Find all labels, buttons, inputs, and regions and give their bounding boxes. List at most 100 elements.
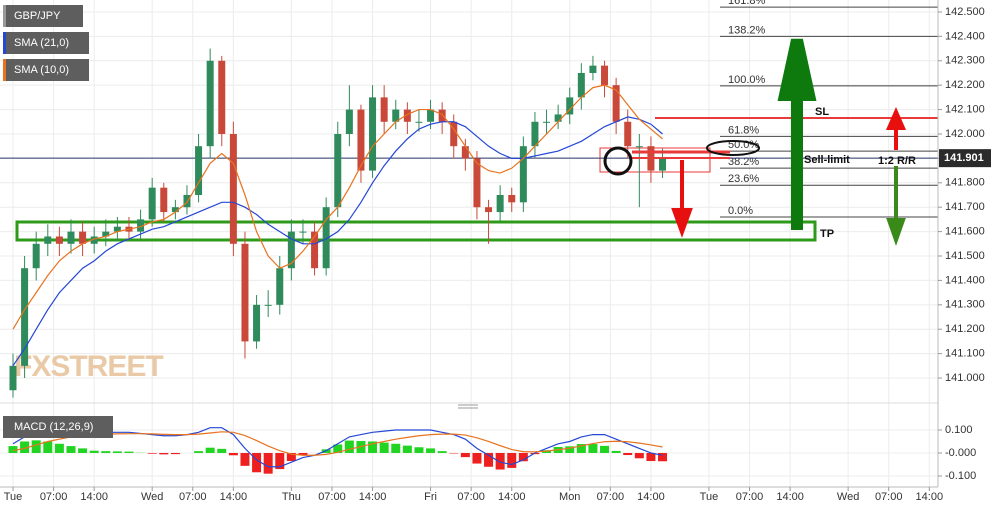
candle-body [149,188,156,220]
x-tick-label: Fri [424,491,437,503]
fib-label: 23.6% [728,173,759,185]
candle-body [33,244,40,268]
candle-body [578,73,585,97]
histogram-bar [148,453,157,454]
x-tick-label: 14:00 [498,491,526,503]
histogram-bar [90,451,99,453]
histogram-bar [623,453,632,455]
candle-body [265,305,272,306]
fib-label: 161.8% [728,0,766,7]
histogram-bar [414,447,423,453]
candle-body [531,122,538,146]
y-tick-label: 142.300 [945,55,985,67]
x-tick-label: 14:00 [637,491,665,503]
y-tick-label: 141.100 [945,348,985,360]
fib-label: 0.0% [728,205,753,217]
histogram-bar [206,448,215,453]
candle-body [67,232,74,244]
y-tick-label: 141.600 [945,226,985,238]
y-tick-label: 142.200 [945,79,985,91]
candle-body [462,146,469,158]
candle-body [497,195,504,212]
histogram-bar [113,451,122,453]
entry-label: Sell-limit [804,154,850,166]
legend-entry: SMA (10,0) [14,64,69,76]
candle-body [659,158,666,170]
legend-swatch [3,59,6,81]
fib-label: 138.2% [728,24,766,36]
y-tick-label: 141.400 [945,274,985,286]
candle-body [543,122,550,123]
legend-swatch [3,32,6,54]
histogram-bar [194,451,203,453]
candle-body [299,232,306,233]
y-tick-label: 141.300 [945,299,985,311]
legend-swatch [3,5,6,27]
legend-entry: SMA (21,0) [14,37,69,49]
x-tick-label: Tue [700,491,719,503]
candle-body [485,207,492,212]
y-tick-label: 141.500 [945,250,985,262]
x-tick-label: 14:00 [916,491,944,503]
histogram-bar [612,451,621,453]
histogram-bar [159,453,168,454]
histogram-bar [66,446,75,453]
histogram-bar [507,453,516,468]
x-tick-label: 07:00 [875,491,903,503]
histogram-bar [345,441,354,453]
candle-body [160,188,167,212]
candle-body [218,61,225,134]
y-tick-label: 141.700 [945,201,985,213]
x-tick-label: 07:00 [318,491,346,503]
candle-body [334,134,341,207]
histogram-bar [391,444,400,453]
candle-body [369,97,376,170]
candle-body [230,134,237,244]
x-tick-label: 14:00 [220,491,248,503]
fib-label: 61.8% [728,124,759,136]
candle-body [346,110,353,134]
candle-body [473,158,480,207]
candle-body [439,110,446,122]
candle-body [427,110,434,122]
x-tick-label: 14:00 [80,491,108,503]
candle-body [207,61,214,146]
candle-body [21,268,28,366]
histogram-bar [496,453,505,470]
x-tick-label: 07:00 [40,491,68,503]
candle-body [183,195,190,207]
histogram-bar [461,453,470,457]
histogram-bar [217,449,226,453]
histogram-bar [438,451,447,453]
ratio-label: 1:2 R/R [878,155,916,167]
candle-body [44,236,51,243]
histogram-bar [55,444,64,453]
macd-title: MACD (12,26,9) [14,421,93,433]
candle-body [624,122,631,146]
watermark: FXSTREET [14,350,163,383]
candle-body [589,66,596,73]
histogram-bar [78,448,87,453]
histogram-bar [43,441,52,452]
x-tick-label: 14:00 [359,491,387,503]
y-tick-label: -0.000 [945,447,976,459]
histogram-bar [426,448,435,453]
candle-body [520,146,527,202]
histogram-bar [635,453,644,458]
histogram-bar [600,446,609,453]
tp-label: TP [820,228,834,240]
histogram-bar [101,451,110,453]
histogram-bar [124,452,133,453]
x-tick-label: Thu [282,491,301,503]
legend-title: GBP/JPY [14,10,61,22]
histogram-bar [252,453,261,472]
y-tick-label: 142.400 [945,30,985,42]
candle-body [9,366,16,390]
candle-body [415,122,422,123]
candle-body [241,244,248,342]
x-tick-label: 07:00 [179,491,207,503]
candle-body [508,195,515,202]
candle-body [276,268,283,305]
x-tick-label: 07:00 [736,491,764,503]
candle-body [381,97,388,121]
